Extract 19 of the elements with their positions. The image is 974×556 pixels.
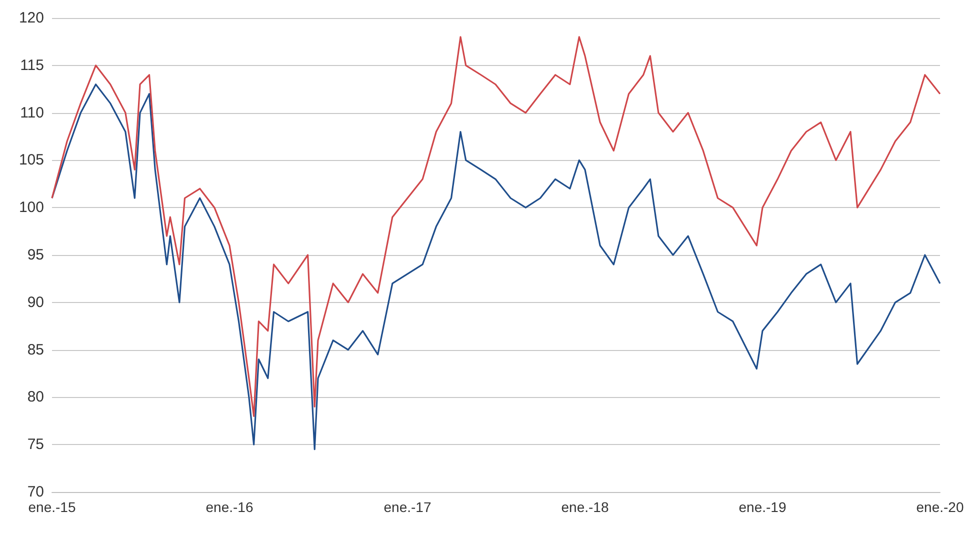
y-tick-label: 105 (18, 152, 44, 169)
y-tick-label: 115 (20, 56, 44, 74)
y-tick-label: 110 (20, 104, 44, 122)
y-tick-label: 90 (27, 294, 44, 311)
y-tick-label: 100 (18, 199, 44, 216)
x-tick-label: ene.-18 (561, 499, 609, 515)
x-tick-label: ene.-19 (738, 499, 786, 515)
y-tick-label: 120 (18, 10, 44, 26)
y-tick-label: 75 (27, 436, 44, 454)
y-tick-label: 85 (27, 341, 44, 358)
line-series (51, 36, 941, 417)
y-tick-label: 70 (27, 484, 44, 500)
y-tick-label: 80 (27, 388, 44, 406)
x-tick-label: ene.-17 (384, 499, 432, 515)
x-tick-label: ene.-20 (916, 499, 964, 515)
x-tick-label: ene.-15 (28, 499, 76, 515)
line-series (51, 84, 941, 450)
y-tick-label: 95 (27, 246, 44, 264)
x-tick-label: ene.-16 (206, 499, 254, 515)
